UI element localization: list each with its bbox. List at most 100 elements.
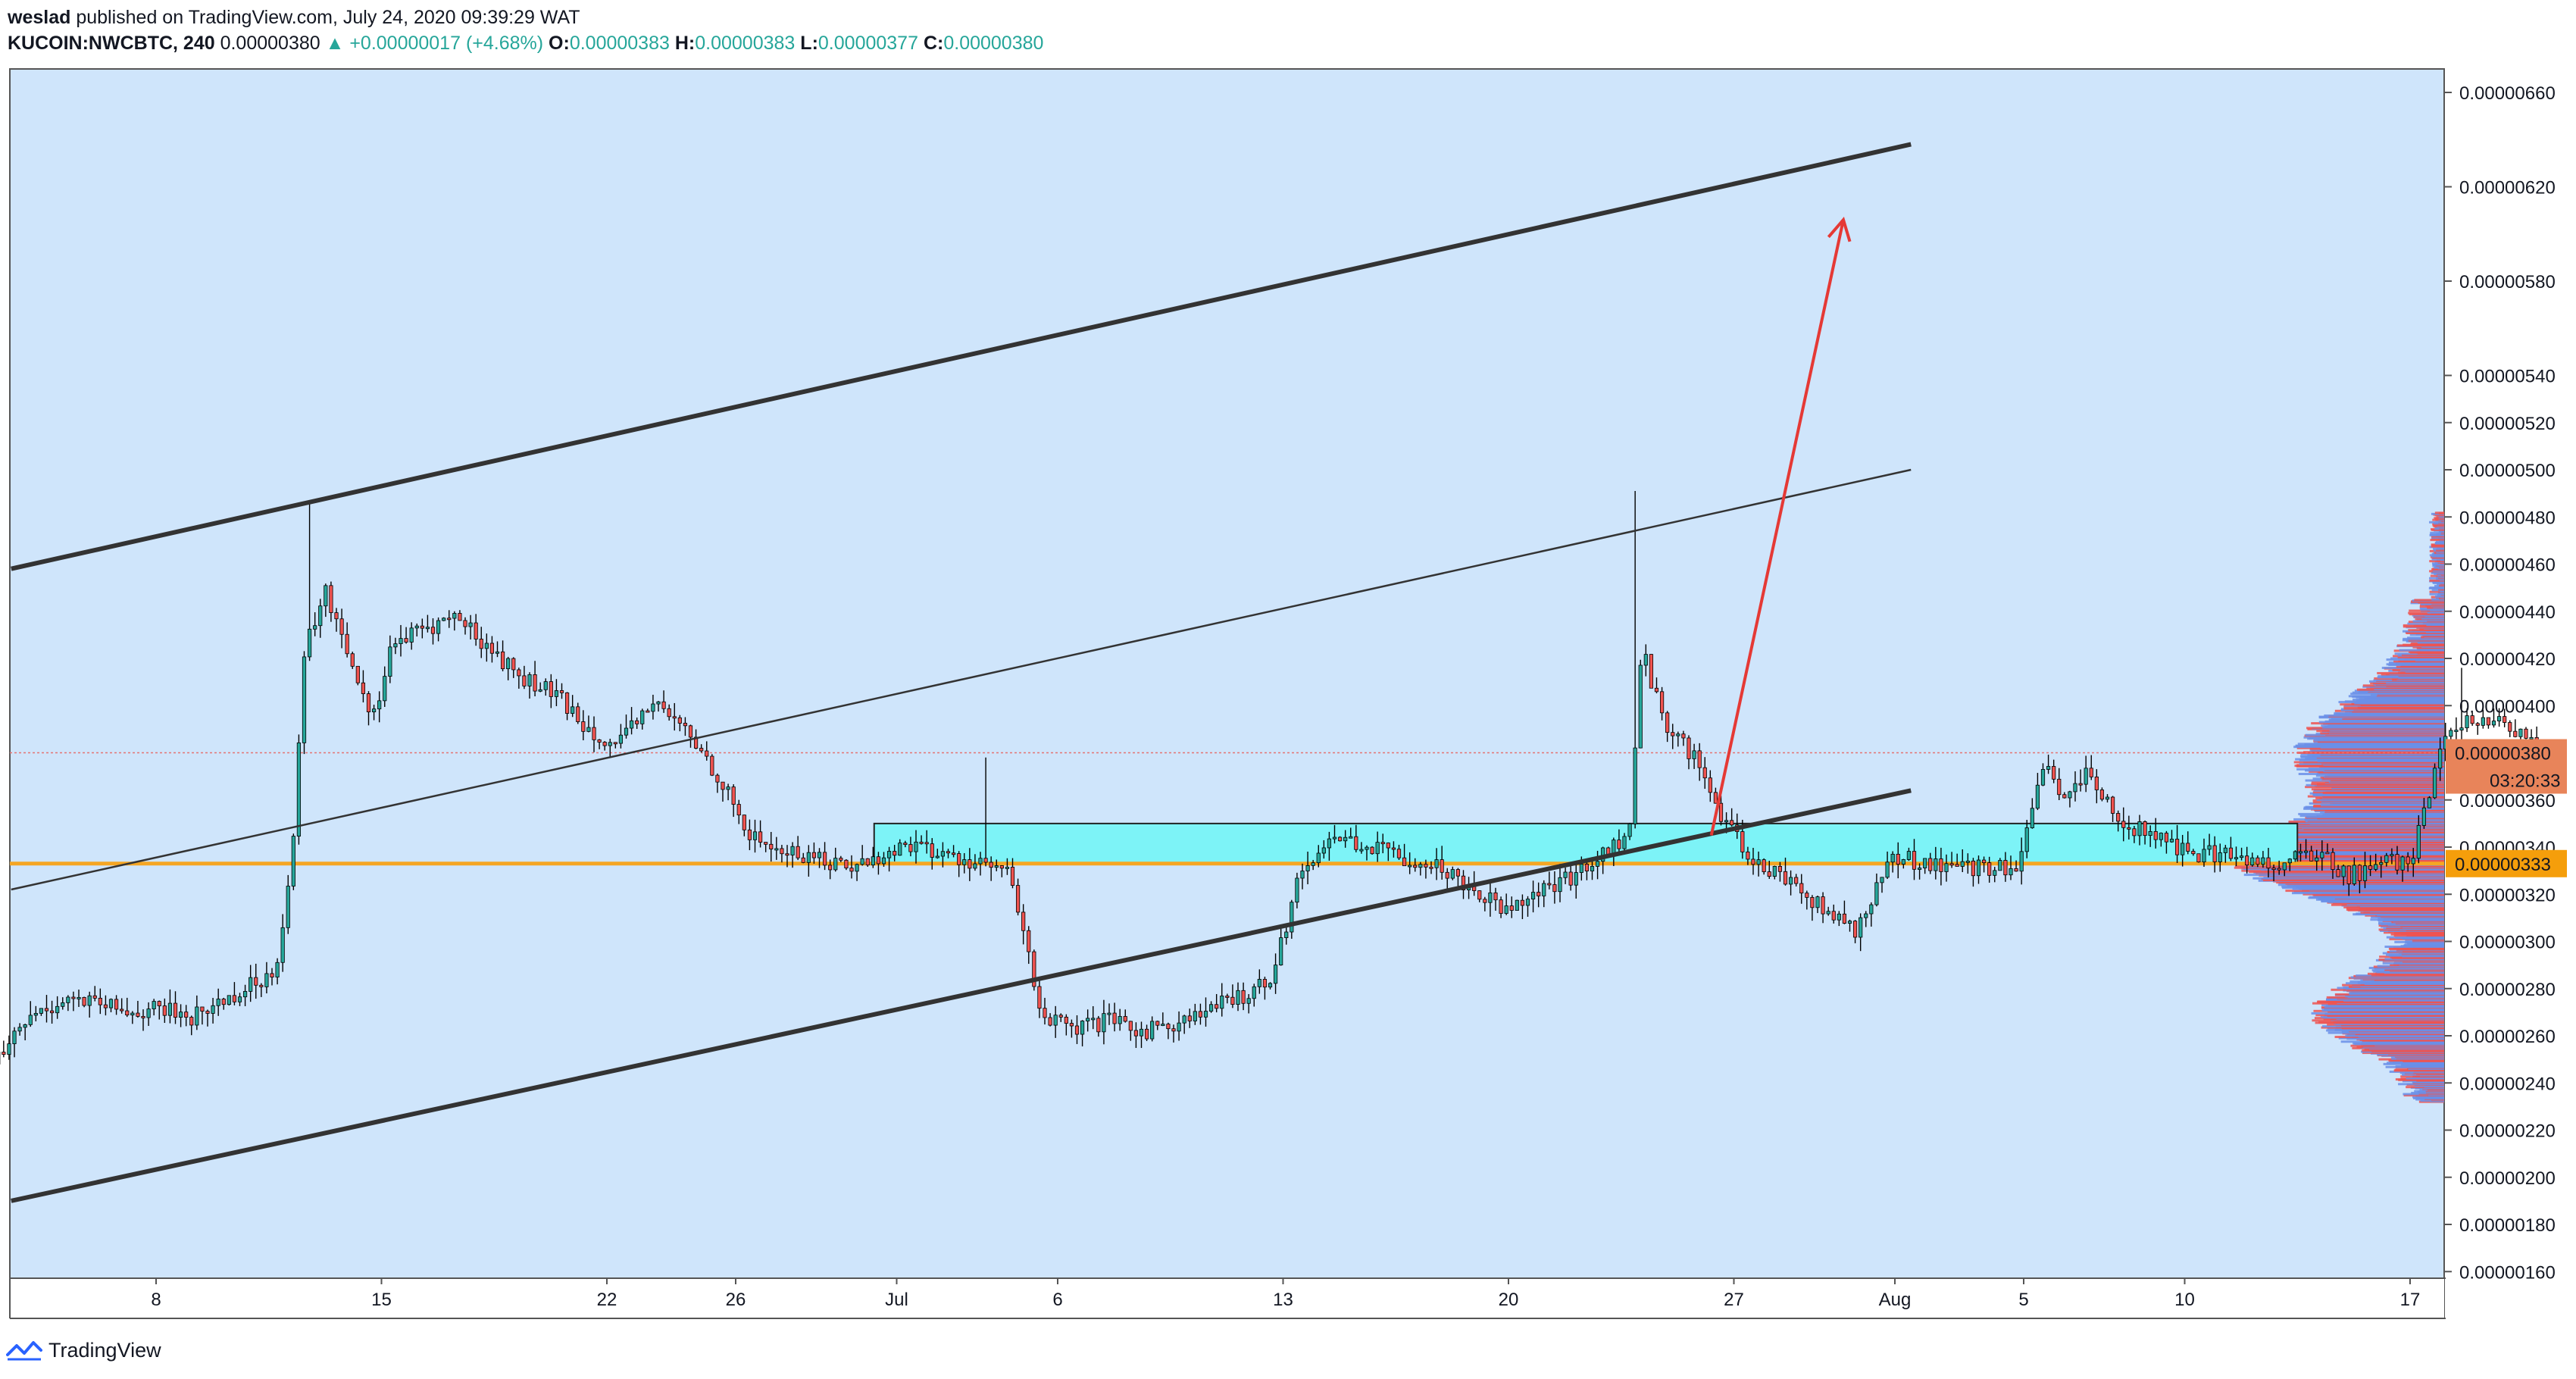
candle-down	[1112, 1012, 1117, 1024]
time-axis[interactable]: 8 15 22 26 Jul 6 13 20 27 Aug 5 10 17	[151, 1278, 2420, 1310]
channel-mid-line	[11, 468, 1912, 891]
candle-down	[1697, 750, 1702, 768]
candle-down	[2475, 723, 2480, 726]
volume-bar-down	[2430, 574, 2444, 577]
candle-up	[237, 996, 242, 1002]
candle-up	[249, 977, 253, 992]
candle-up	[914, 841, 918, 852]
support-price-tag: 0.00000333	[2455, 855, 2551, 875]
candle-down	[1687, 737, 1691, 759]
candle-up	[227, 995, 231, 1005]
price-tick-label: 0.00000620	[2459, 178, 2556, 199]
candle-up	[1998, 860, 2002, 871]
candle-down	[1939, 858, 1943, 872]
candle-down	[951, 852, 956, 855]
candle-up	[2207, 845, 2212, 850]
candle-up	[855, 864, 859, 872]
candle-down	[361, 682, 366, 694]
time-tick-label: Aug	[1879, 1290, 1912, 1310]
candle-down	[801, 857, 805, 863]
candle-up	[313, 625, 317, 630]
candle-up	[1525, 899, 1530, 906]
author-name[interactable]: weslad	[8, 7, 71, 28]
candle-up	[2169, 839, 2174, 843]
candle-up	[2223, 847, 2227, 853]
candle-down	[930, 843, 934, 858]
candle-up	[629, 720, 634, 729]
candle-up	[2529, 736, 2534, 740]
price-tick-label: 0.00000280	[2459, 980, 2556, 1000]
candle-down	[1730, 820, 1734, 826]
candle-up	[1826, 911, 1830, 915]
volume-bar-down	[2431, 537, 2444, 540]
candle-down	[2325, 852, 2330, 855]
candle-down	[2099, 790, 2105, 800]
candle-up	[484, 643, 489, 649]
candle-down	[2052, 766, 2056, 780]
low-label: L:	[800, 33, 818, 54]
candle-down	[1461, 875, 1466, 890]
candle-down	[2245, 855, 2249, 866]
candle-down	[661, 701, 666, 709]
candle-up	[409, 627, 414, 643]
candle-down	[1370, 846, 1374, 855]
candle-up	[1086, 1018, 1090, 1021]
volume-bar-down	[2409, 609, 2444, 612]
candle-up	[130, 1012, 135, 1016]
candle-up	[2427, 797, 2432, 808]
candle-up	[318, 605, 323, 627]
candle-down	[2271, 868, 2276, 871]
candle-up	[1590, 866, 1595, 871]
candle-down	[2089, 768, 2093, 777]
candle-up	[624, 727, 629, 736]
open-value: 0.00000383	[569, 33, 670, 54]
candle-down	[2331, 852, 2335, 870]
volume-bar-down	[2431, 545, 2444, 548]
candle-up	[442, 618, 446, 621]
candle-up	[2341, 865, 2346, 877]
candle-down	[49, 1010, 55, 1014]
volume-bar-up	[2429, 577, 2444, 580]
candle-up	[2459, 727, 2464, 731]
candle-up	[495, 651, 500, 654]
candle-down	[1805, 893, 1809, 898]
candle-down	[511, 658, 516, 671]
support-price-tag-bg	[2446, 849, 2567, 877]
last-price-tag-countdown-bg	[2446, 766, 2567, 794]
candle-up	[17, 1027, 22, 1032]
candle-up	[1208, 1004, 1214, 1012]
volume-bar-down	[2429, 579, 2444, 582]
candle-up	[211, 1005, 215, 1014]
channel-lower-line	[11, 788, 1912, 1203]
time-tick-label: 13	[1273, 1290, 1293, 1310]
volume-bar-up	[2437, 586, 2444, 589]
candle-down	[1010, 867, 1015, 886]
volume-bar-up	[2435, 595, 2444, 598]
candle-up	[886, 851, 892, 858]
candle-up	[1692, 750, 1696, 759]
chart-header: weslad published on TradingView.com, Jul…	[8, 5, 1043, 56]
candle-up	[1220, 996, 1224, 1009]
candle-up	[2250, 857, 2255, 866]
candle-down	[613, 742, 617, 745]
plot-background[interactable]	[9, 68, 2445, 1279]
candle-down	[1396, 849, 1402, 858]
tradingview-logo-icon[interactable]	[6, 1338, 42, 1362]
candle-up	[806, 852, 811, 863]
candle-down	[1241, 990, 1246, 1004]
candle-up	[1139, 1028, 1144, 1037]
candle-up	[543, 681, 548, 690]
candle-up	[33, 1013, 38, 1016]
candle-up	[1193, 1011, 1197, 1021]
candle-down	[1987, 862, 1992, 876]
candle-down	[2228, 847, 2234, 859]
symbol-name[interactable]: KUCOIN:NWCBTC, 240	[8, 33, 215, 54]
candle-up	[7, 1043, 11, 1055]
time-axis-area[interactable]	[10, 1279, 2444, 1318]
candle-up	[2068, 791, 2072, 799]
candle-up	[23, 1024, 27, 1028]
volume-bar-down	[2405, 631, 2444, 634]
price-axis[interactable]: 0.00000660 0.00000620 0.00000580 0.00000540…	[2444, 83, 2567, 1283]
tradingview-brand[interactable]: TradingView	[48, 1338, 161, 1362]
